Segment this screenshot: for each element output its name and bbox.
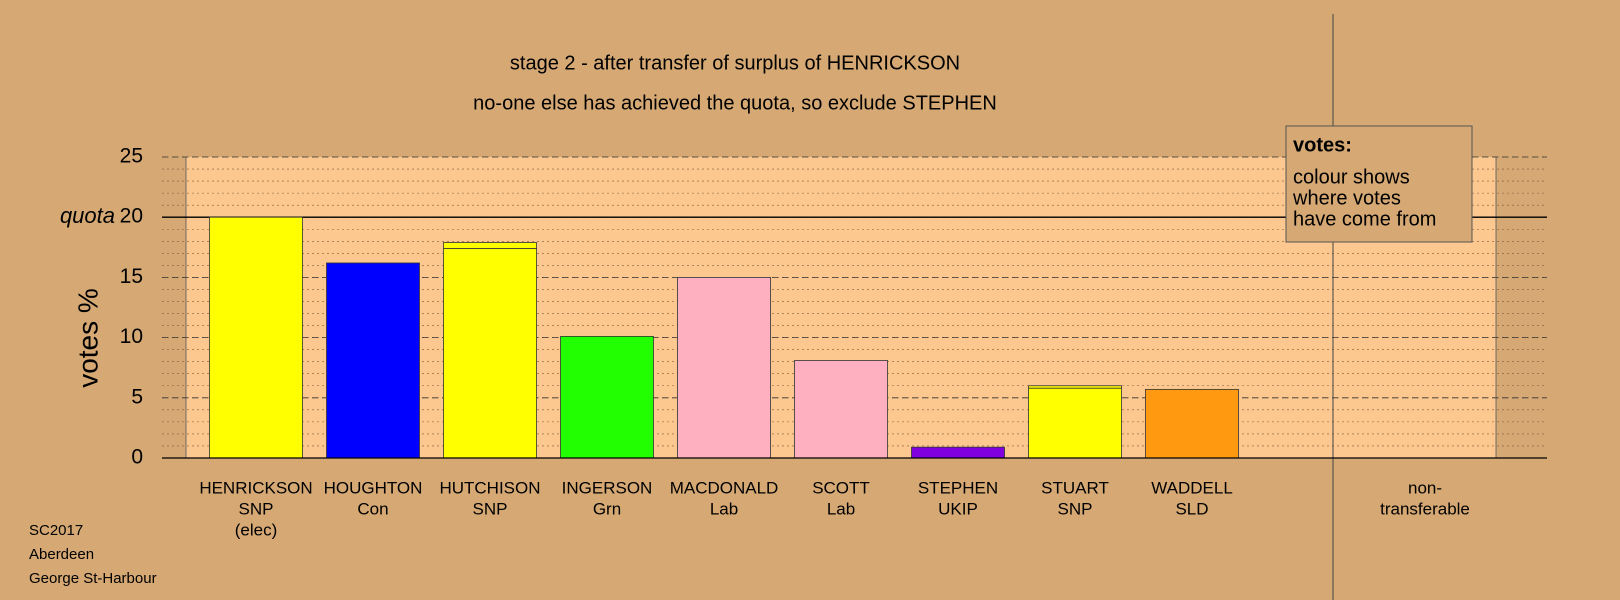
bars (209, 216, 1239, 459)
x-tick-label: STEPHEN (918, 478, 998, 497)
x-tick-label: SCOTT (812, 478, 870, 497)
footer-text: SC2017 (29, 522, 83, 539)
x-tick-label: HUTCHISON (439, 478, 540, 497)
x-tick-label: MACDONALD (670, 478, 779, 497)
x-tick-label: UKIP (938, 499, 978, 518)
x-tick-label: Lab (827, 499, 855, 518)
footer-text: George St-Harbour (29, 570, 157, 587)
bar-segment (326, 262, 420, 459)
footer-text: Aberdeen (29, 546, 94, 563)
y-tick-label: 15 (120, 265, 143, 288)
x-tick-label: HOUGHTON (324, 478, 423, 497)
bar-segment (677, 276, 771, 459)
x-tick-label: HENRICKSON (199, 478, 312, 497)
bar-segment (209, 216, 303, 459)
x-tick-label: transferable (1380, 499, 1470, 518)
x-tick-label: SNP (239, 499, 274, 518)
y-tick-label: 25 (120, 145, 143, 168)
y-tick-label: 5 (131, 385, 143, 408)
x-tick-label: Con (357, 499, 388, 518)
x-tick-label: SNP (1058, 499, 1093, 518)
bar-segment (443, 248, 537, 459)
legend-title: votes: (1293, 134, 1352, 156)
chart-title: stage 2 - after transfer of surplus of H… (510, 52, 960, 74)
x-tick-label: (elec) (235, 520, 278, 539)
legend-text: colour shows (1293, 166, 1410, 188)
x-tick-label: Grn (593, 499, 621, 518)
x-tick-label: INGERSON (562, 478, 653, 497)
y-axis-label: votes % (72, 288, 103, 388)
y-tick-label: 10 (120, 325, 143, 348)
bar-segment (560, 335, 654, 459)
x-tick-label: non- (1408, 478, 1442, 497)
quota-label: quota (60, 203, 115, 228)
y-tick-label: 0 (131, 446, 143, 469)
x-tick-label: WADDELL (1151, 478, 1233, 497)
legend-box (1285, 125, 1473, 243)
x-tick-label: SLD (1175, 499, 1208, 518)
x-tick-label: SNP (473, 499, 508, 518)
y-tick-label: 20 (120, 205, 143, 228)
bar-segment (1028, 387, 1122, 459)
x-tick-label: Lab (710, 499, 738, 518)
bar-segment (1145, 388, 1239, 459)
x-tick-label: STUART (1041, 478, 1109, 497)
chart-subtitle: no-one else has achieved the quota, so e… (473, 92, 997, 114)
legend-text: have come from (1293, 208, 1436, 230)
legend-text: where votes (1292, 187, 1401, 209)
transfer-segment (443, 242, 537, 249)
bar-segment (911, 446, 1005, 459)
bar-segment (794, 360, 888, 459)
transfer-segment (1028, 385, 1122, 389)
